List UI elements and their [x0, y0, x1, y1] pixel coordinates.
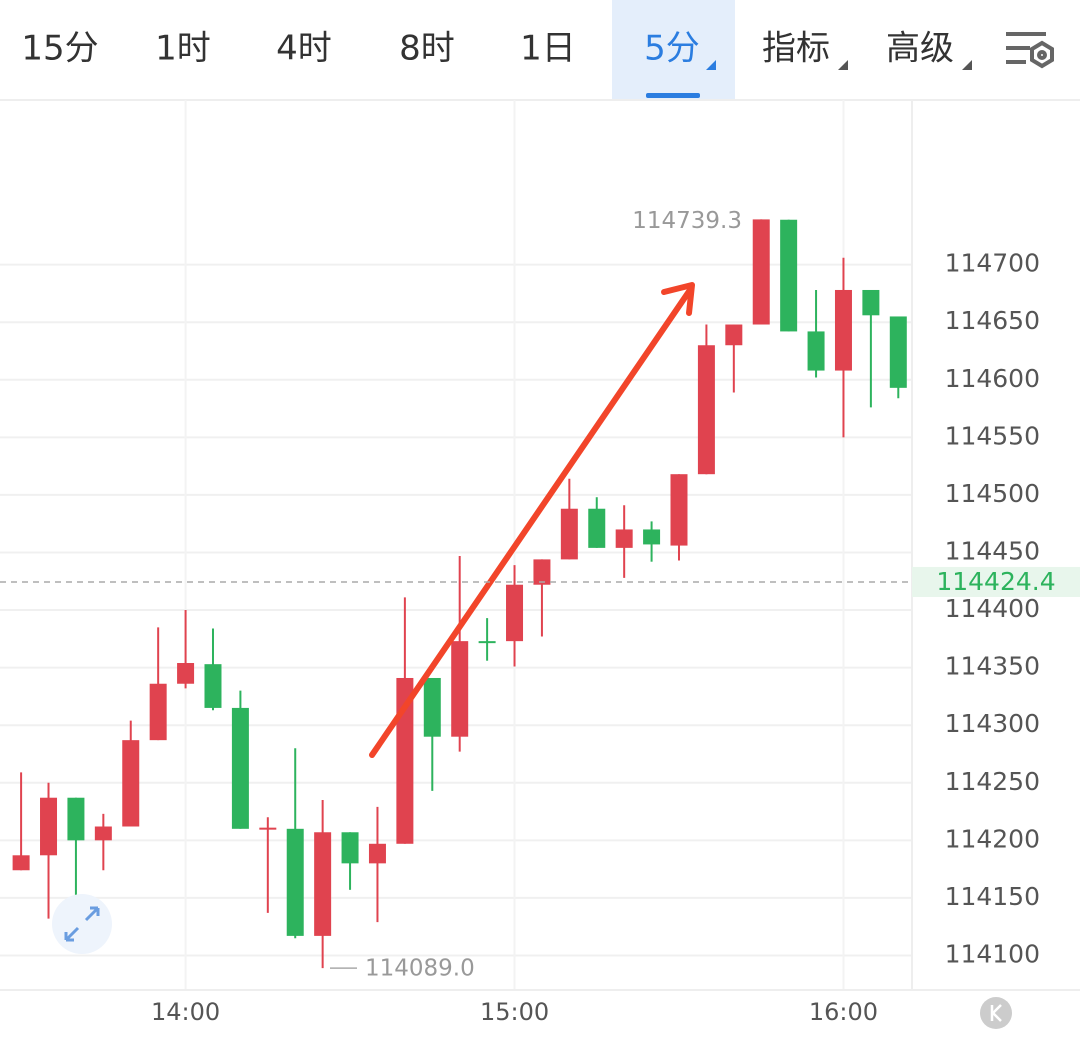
candle-body [478, 641, 496, 644]
candle-body [94, 826, 112, 841]
x-tick-label: 15:00 [480, 998, 549, 1026]
candle-body [780, 219, 798, 332]
tab[interactable]: 8时 [399, 29, 455, 69]
candle-body [588, 508, 606, 548]
candle-body [40, 797, 58, 856]
active-tab-underline [646, 93, 700, 98]
y-tick-label: 114550 [945, 421, 1040, 450]
candle-body [122, 740, 140, 827]
candle-body [12, 855, 30, 871]
candle-body [231, 707, 249, 829]
candle-body [834, 289, 852, 371]
trend-arrow-head [661, 282, 695, 316]
candle-body [341, 832, 359, 864]
candle-body [506, 584, 524, 642]
candle-body [451, 641, 469, 737]
candle-body [67, 797, 85, 841]
candle-body [286, 828, 304, 936]
y-tick-label: 114650 [945, 306, 1040, 335]
y-tick-label: 114500 [945, 479, 1040, 508]
low-marker: 114089.0 [365, 956, 475, 982]
candle-body [259, 827, 277, 830]
tab-caret [838, 60, 848, 70]
candle-body [204, 664, 222, 708]
y-tick-label: 114300 [945, 709, 1040, 738]
y-tick-label: 114150 [945, 882, 1040, 911]
candle-body [752, 219, 770, 325]
last-price-label: 114424.4 [936, 567, 1055, 596]
tab-caret [706, 60, 716, 70]
candle-body [314, 832, 332, 936]
k-button[interactable] [980, 997, 1012, 1029]
y-tick-label: 114600 [945, 364, 1040, 393]
candle-body [149, 683, 167, 741]
high-marker: 114739.3 [632, 208, 742, 234]
candle-body [889, 316, 907, 388]
candle-body [643, 529, 661, 545]
candle-body [533, 559, 551, 585]
x-tick-label: 16:00 [809, 998, 878, 1026]
tab[interactable]: 指标 [762, 29, 830, 69]
candle-body [560, 508, 578, 560]
candle-body [725, 324, 743, 346]
tab[interactable]: 4时 [276, 29, 332, 69]
tab[interactable]: 1日 [520, 29, 576, 69]
candle-body [697, 345, 715, 475]
candle-body [368, 843, 386, 864]
expand-button[interactable] [52, 894, 112, 954]
y-tick-label: 114350 [945, 652, 1040, 681]
candle-body [177, 663, 195, 684]
candle-body [423, 677, 441, 737]
tab[interactable]: 高级 [886, 29, 954, 69]
settings-icon[interactable] [1006, 32, 1054, 69]
y-tick-label: 114250 [945, 767, 1040, 796]
candle-body [670, 474, 688, 546]
x-tick-label: 14:00 [151, 998, 220, 1026]
y-tick-label: 114100 [945, 939, 1040, 968]
active-tab-bg [612, 0, 735, 100]
y-tick-label: 114200 [945, 824, 1040, 853]
candle-body [807, 331, 825, 371]
candle-body [862, 289, 880, 316]
trend-arrow [369, 287, 693, 758]
tab-caret [962, 60, 972, 70]
candle-body [615, 529, 633, 548]
last-price-box [912, 566, 1080, 597]
y-tick-label: 114450 [945, 536, 1040, 565]
y-tick-label: 114700 [945, 249, 1040, 278]
tab[interactable]: 1时 [155, 29, 211, 69]
y-tick-label: 114400 [945, 594, 1040, 623]
tab[interactable]: 5分 [644, 29, 700, 69]
tab[interactable]: 15分 [21, 29, 98, 69]
candle-body [396, 677, 414, 844]
chart [0, 100, 912, 990]
